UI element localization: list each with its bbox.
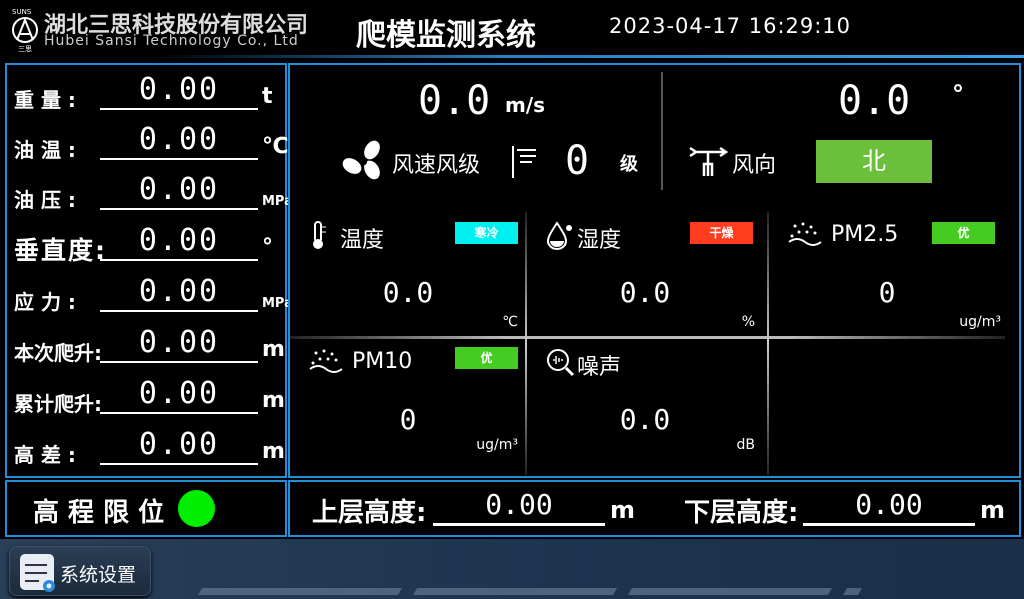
env-label: PM10 bbox=[352, 349, 413, 374]
sensor-label: 重 量 : bbox=[14, 88, 76, 112]
sensor-unit: m bbox=[262, 439, 285, 464]
company-logo: SUNS 三思 bbox=[12, 8, 38, 52]
env-value: 0.0 bbox=[382, 276, 434, 309]
grid-divider bbox=[767, 212, 769, 475]
sensor-label: 油 温 : bbox=[14, 138, 76, 162]
sensor-unit: t bbox=[262, 84, 273, 109]
sensor-value: 0.00 bbox=[100, 74, 258, 110]
lower-height-unit: m bbox=[980, 496, 1006, 524]
env-unit: ug/m³ bbox=[476, 437, 518, 453]
company-name-cn: 湖北三思科技股份有限公司 bbox=[44, 13, 309, 38]
wind-level-value: 0 bbox=[565, 138, 590, 184]
sensor-value: 0.00 bbox=[100, 276, 258, 312]
sensor-value: 0.00 bbox=[100, 429, 258, 465]
sensor-unit: MPa bbox=[262, 194, 293, 209]
limit-label: 高 程 限 位 bbox=[33, 498, 165, 528]
env-label: 湿度 bbox=[577, 228, 622, 253]
limit-status-indicator bbox=[178, 490, 215, 527]
sensor-label: 垂直度: bbox=[14, 236, 107, 265]
grid-divider bbox=[290, 336, 1005, 339]
wind-divider bbox=[661, 72, 663, 190]
wind-direction-badge: 北 bbox=[816, 140, 932, 183]
system-settings-label: 系统设置 bbox=[60, 564, 137, 586]
env-value: 0 bbox=[878, 276, 896, 309]
env-status-badge: 优 bbox=[455, 347, 518, 369]
env-label: 噪声 bbox=[577, 355, 622, 380]
dust-icon bbox=[787, 220, 823, 252]
wind-level-unit: 级 bbox=[620, 154, 638, 175]
env-unit: ug/m³ bbox=[959, 314, 1001, 330]
height-panel bbox=[288, 480, 1021, 537]
sensor-unit: ° bbox=[262, 235, 273, 260]
sensor-value: 0.00 bbox=[100, 327, 258, 363]
upper-height-label: 上层高度: bbox=[312, 498, 427, 528]
page-title: 爬模监测系统 bbox=[356, 18, 536, 53]
wind-vane-icon bbox=[689, 146, 728, 176]
env-cell: PM2.5 优 0 ug/m³ bbox=[769, 212, 1005, 336]
wind-level-icon bbox=[512, 146, 536, 178]
droplet-icon bbox=[545, 220, 573, 254]
env-value: 0.0 bbox=[619, 276, 671, 309]
svg-text:SUNS: SUNS bbox=[12, 8, 32, 16]
sensor-value: 0.00 bbox=[100, 124, 258, 160]
env-cell: PM10 优 0 ug/m³ bbox=[290, 339, 526, 463]
env-value: 0 bbox=[399, 403, 417, 436]
env-unit: % bbox=[741, 314, 755, 330]
lower-height-value: 0.00 bbox=[803, 488, 975, 526]
wind-speed-value: 0.0 bbox=[418, 78, 491, 124]
thermometer-icon bbox=[308, 220, 328, 254]
env-status-badge: 寒冷 bbox=[455, 222, 518, 244]
wind-direction-label: 风向 bbox=[732, 153, 777, 178]
environment-panel bbox=[288, 63, 1021, 478]
env-label: 温度 bbox=[340, 228, 385, 253]
sensor-value: 0.00 bbox=[100, 174, 258, 210]
sensor-label: 高 差 : bbox=[14, 443, 76, 467]
wind-speed-label: 风速风级 bbox=[392, 153, 481, 178]
system-settings-button[interactable]: 系统设置 bbox=[9, 546, 151, 596]
settings-icon bbox=[20, 554, 55, 592]
dust-icon bbox=[308, 347, 344, 379]
env-value: 0.0 bbox=[619, 403, 671, 436]
env-cell: 温度 寒冷 0.0 ℃ bbox=[290, 212, 526, 336]
svg-text:三思: 三思 bbox=[18, 45, 32, 52]
sensor-unit: MPa bbox=[262, 296, 293, 311]
company-name-en: Hubei Sansi Technology Co., Ltd bbox=[44, 33, 299, 49]
env-status-badge: 优 bbox=[932, 222, 995, 244]
sensor-label: 累计爬升: bbox=[14, 392, 102, 416]
sensor-value: 0.00 bbox=[100, 225, 258, 261]
env-unit: ℃ bbox=[502, 314, 518, 330]
lower-height-label: 下层高度: bbox=[684, 498, 799, 528]
fan-icon bbox=[342, 140, 380, 180]
sensor-unit: ℃ bbox=[262, 134, 289, 159]
sensor-label: 油 压 : bbox=[14, 188, 76, 212]
wind-direction-unit: ° bbox=[952, 80, 964, 108]
noise-icon bbox=[545, 347, 575, 381]
sensor-value: 0.00 bbox=[100, 378, 258, 414]
env-unit: dB bbox=[736, 437, 756, 453]
limit-panel bbox=[5, 480, 287, 537]
header: SUNS 三思 湖北三思科技股份有限公司 Hubei Sansi Technolo… bbox=[0, 0, 1024, 60]
grid-divider bbox=[525, 212, 527, 475]
header-divider bbox=[150, 55, 1024, 58]
upper-height-unit: m bbox=[610, 496, 636, 524]
env-cell: 湿度 干燥 0.0 % bbox=[527, 212, 763, 336]
sensor-panel bbox=[5, 63, 287, 478]
sensor-unit: m bbox=[262, 388, 285, 413]
datetime: 2023-04-17 16:29:10 bbox=[609, 14, 852, 38]
env-status-badge: 干燥 bbox=[690, 222, 753, 244]
env-cell: 噪声 0.0 dB bbox=[527, 339, 763, 463]
wind-direction-value: 0.0 bbox=[838, 78, 911, 124]
sensor-label: 本次爬升: bbox=[14, 341, 102, 365]
wind-speed-unit: m/s bbox=[505, 93, 546, 117]
footer-decoration bbox=[197, 588, 863, 595]
env-label: PM2.5 bbox=[831, 222, 899, 247]
sensor-label: 应 力 : bbox=[14, 290, 76, 314]
sensor-unit: m bbox=[262, 337, 285, 362]
upper-height-value: 0.00 bbox=[433, 488, 605, 526]
